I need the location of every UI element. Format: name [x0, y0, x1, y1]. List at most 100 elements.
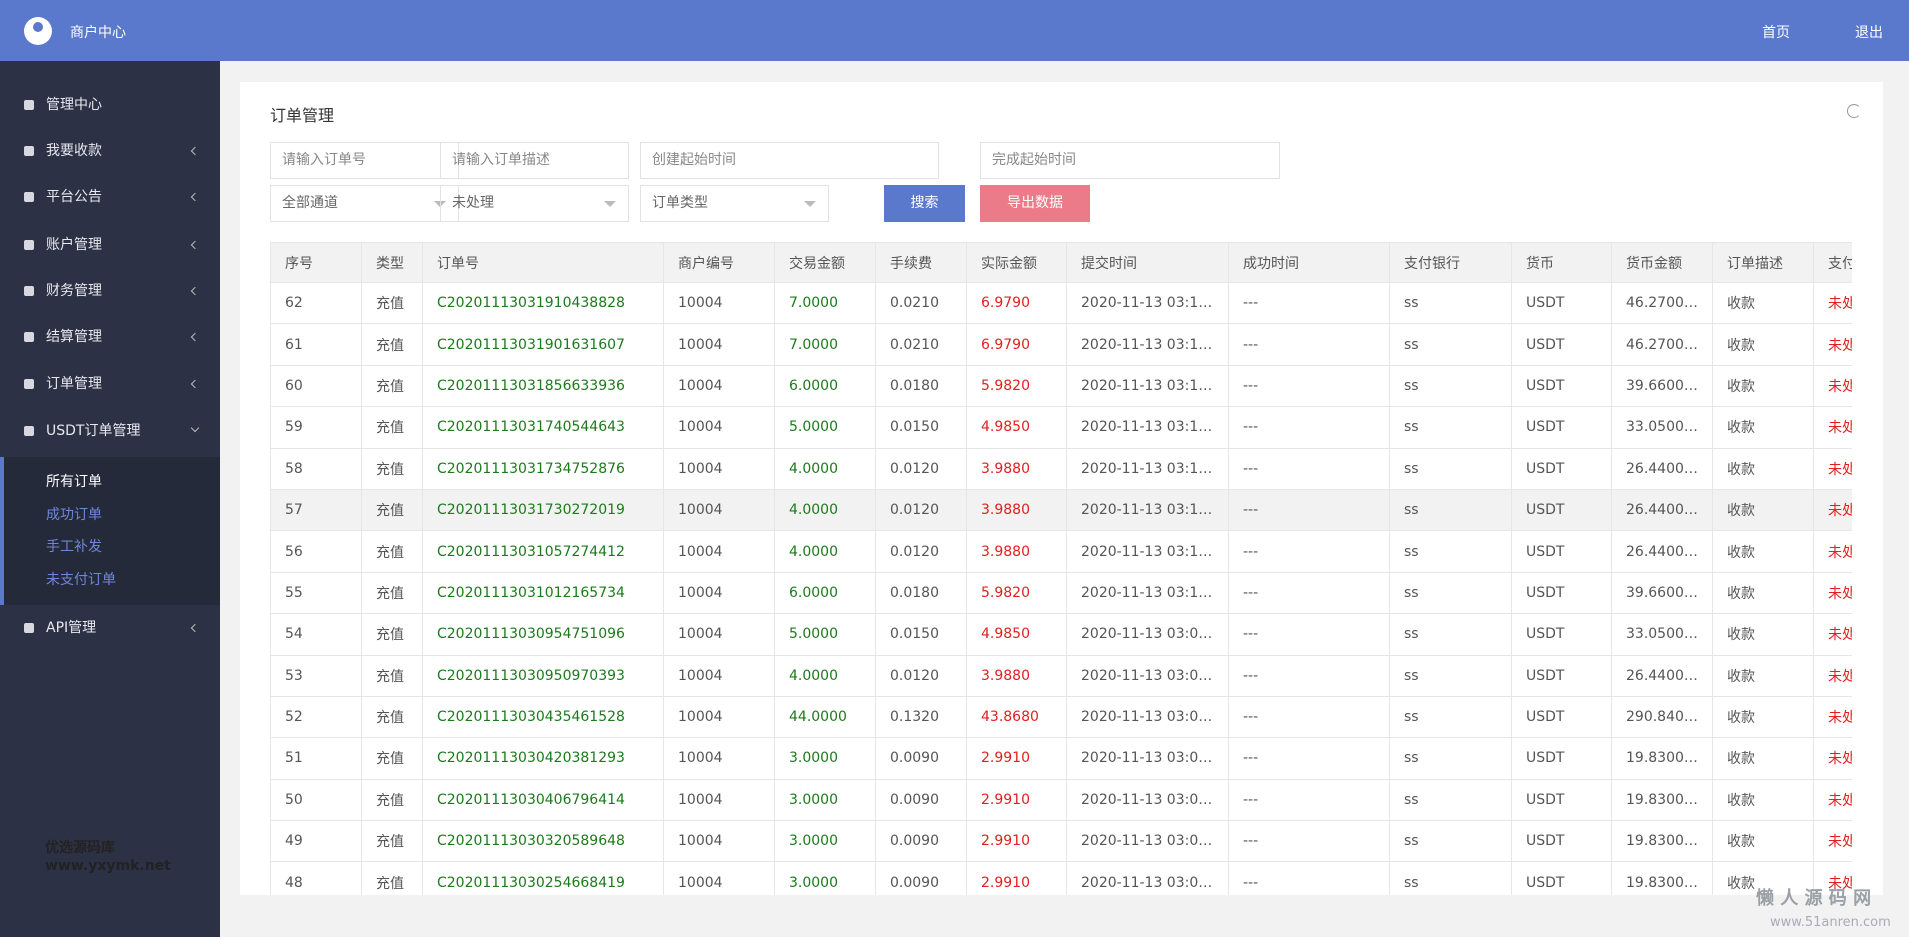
table-cell: ss [1389, 281, 1512, 325]
table-cell: 33.050000 [1611, 406, 1713, 449]
table-cell: C20201113031734752876 [422, 447, 664, 490]
table-row[interactable]: 61 充值 C20201113031901631607 10004 7.0000 0.02… [270, 323, 1852, 366]
menu-item[interactable]: 订单管理 [0, 364, 220, 404]
table-cell: 19.830000 [1611, 820, 1713, 863]
table-cell: ss [1389, 737, 1512, 780]
caret [604, 201, 616, 213]
table-cell: 收款 [1712, 613, 1814, 656]
menu-item[interactable]: API管理 [0, 608, 220, 648]
text-input[interactable]: 完成起始时间 [980, 142, 1280, 179]
select[interactable]: 订单类型 [640, 185, 829, 222]
table-cell: 3.0000 [774, 861, 876, 895]
table-row[interactable]: 53 充值 C20201113030950970393 10004 4.0000 0.01… [270, 654, 1852, 697]
menu-item[interactable]: 我要收款 [0, 131, 220, 171]
table-cell: ss [1389, 695, 1512, 739]
table-cell: 7.0000 [774, 281, 876, 325]
table-cell: 充值 [361, 737, 423, 780]
submenu-item[interactable]: 成功订单 [46, 506, 102, 523]
table-row[interactable]: 54 充值 C20201113030954751096 10004 5.0000 0.01… [270, 613, 1852, 656]
table-cell: 59 [270, 406, 362, 449]
table-row[interactable]: 48 充值 C20201113030254668419 10004 3.0000 0.00… [270, 861, 1852, 895]
column-header: 手续费 [875, 242, 967, 283]
table-cell: 收款 [1712, 778, 1814, 822]
table-cell: USDT [1511, 737, 1612, 780]
table-cell: 3.0000 [774, 737, 876, 780]
table-cell: 2020-11-13 03:10:12 [1066, 571, 1229, 615]
table-cell: 10004 [663, 447, 775, 490]
text-input[interactable]: 请输入订单号 [270, 142, 459, 179]
logout-link[interactable]: 退出 [1855, 25, 1883, 41]
table-cell: 收款 [1712, 695, 1814, 739]
table-row[interactable]: 49 充值 C20201113030320589648 10004 3.0000 0.00… [270, 820, 1852, 863]
table-row[interactable]: 58 充值 C20201113031734752876 10004 4.0000 0.01… [270, 447, 1852, 490]
column-header: 实际金额 [966, 242, 1067, 283]
menu-item[interactable]: USDT订单管理 [0, 411, 220, 451]
chevron [190, 623, 200, 633]
table-cell: C20201113030954751096 [422, 613, 664, 656]
submenu-item[interactable]: 所有订单 [46, 474, 102, 490]
table-cell: 7.0000 [774, 323, 876, 366]
menu-item[interactable]: 平台公告 [0, 177, 220, 217]
menu-item[interactable]: 结算管理 [0, 317, 220, 357]
table-cell: ss [1389, 447, 1512, 490]
menu-item[interactable]: 财务管理 [0, 271, 220, 311]
table-cell: --- [1228, 323, 1390, 366]
table-cell: USDT [1511, 364, 1612, 408]
table-row[interactable]: 56 充值 C20201113031057274412 10004 4.0000 0.01… [270, 530, 1852, 573]
table-cell: 3.9880 [966, 488, 1067, 532]
table-cell: ss [1389, 613, 1512, 656]
table-cell: 0.0120 [875, 530, 967, 573]
column-header: 类型 [361, 242, 423, 283]
table-cell: 未处理 [1813, 281, 1852, 325]
export-button[interactable]: 导出数据 [980, 185, 1090, 222]
table-cell: 未处理 [1813, 654, 1852, 697]
table-cell: 收款 [1712, 364, 1814, 408]
table-cell: 2020-11-13 03:19:01 [1066, 323, 1229, 366]
chevron [190, 379, 200, 389]
home-link[interactable]: 首页 [1762, 25, 1790, 41]
menu-item[interactable]: 管理中心 [0, 85, 220, 125]
sidebar: 所有订单成功订单手工补发未支付订单 管理中心我要收款平台公告账户管理财务管理结算… [0, 61, 220, 937]
table-cell: C20201113031910438828 [422, 281, 664, 325]
table-row[interactable]: 60 充值 C20201113031856633936 10004 6.0000 0.01… [270, 364, 1852, 408]
table-cell: 54 [270, 613, 362, 656]
column-header: 交易金额 [774, 242, 876, 283]
table-cell: 4.0000 [774, 654, 876, 697]
table-cell: 26.440000 [1611, 488, 1713, 532]
table-cell: 2020-11-13 03:19:10 [1066, 281, 1229, 325]
table-cell: 未处理 [1813, 778, 1852, 822]
menu-item[interactable]: 账户管理 [0, 225, 220, 265]
table-cell: ss [1389, 488, 1512, 532]
table-cell: 4.0000 [774, 530, 876, 573]
text-input[interactable]: 创建起始时间 [640, 142, 939, 179]
table-cell: 充值 [361, 488, 423, 532]
table-row[interactable]: 62 充值 C20201113031910438828 10004 7.0000 0.02… [270, 281, 1852, 325]
table-cell: 充值 [361, 654, 423, 697]
table-cell: 未处理 [1813, 364, 1852, 408]
table-cell: ss [1389, 820, 1512, 863]
table-row[interactable]: 52 充值 C20201113030435461528 10004 44.0000 0.1… [270, 695, 1852, 739]
submenu-item[interactable]: 未支付订单 [46, 571, 116, 588]
table-row[interactable]: 51 充值 C20201113030420381293 10004 3.0000 0.00… [270, 737, 1852, 780]
header-row: 序号 类型 订单号 商户编号 交易金额 手续费 实际金额 提交时间 成功时间 支付银行 货币 货币金额… [270, 242, 1852, 283]
table-cell: --- [1228, 654, 1390, 697]
table-cell: 61 [270, 323, 362, 366]
table-row[interactable]: 55 充值 C20201113031012165734 10004 6.0000 0.01… [270, 571, 1852, 615]
table-cell: 未处理 [1813, 323, 1852, 366]
table-cell: 44.0000 [774, 695, 876, 739]
table-row[interactable]: 57 充值 C20201113031730272019 10004 4.0000 0.01… [270, 488, 1852, 532]
table-cell: 0.0210 [875, 323, 967, 366]
table-cell: 0.0090 [875, 737, 967, 780]
select[interactable]: 未处理 [440, 185, 629, 222]
refresh-icon[interactable] [1847, 104, 1861, 118]
submenu-item[interactable]: 手工补发 [46, 539, 102, 555]
table-cell: 2020-11-13 03:04:06 [1066, 778, 1229, 822]
table-row[interactable]: 59 充值 C20201113031740544643 10004 5.0000 0.01… [270, 406, 1852, 449]
chevron [190, 332, 200, 342]
text-input[interactable]: 请输入订单描述 [440, 142, 629, 179]
submenu: 所有订单成功订单手工补发未支付订单 [0, 457, 220, 605]
table-row[interactable]: 50 充值 C20201113030406796414 10004 3.0000 0.00… [270, 778, 1852, 822]
search-button[interactable]: 搜索 [884, 185, 965, 222]
select[interactable]: 全部通道 [270, 185, 459, 222]
